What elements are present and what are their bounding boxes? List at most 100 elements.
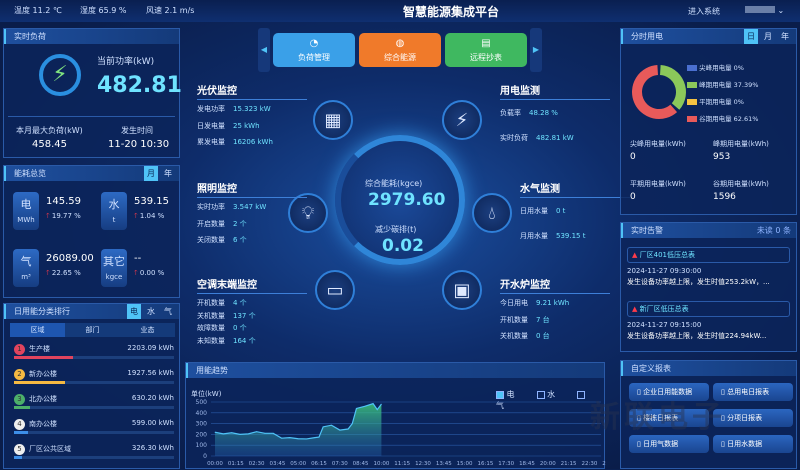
- pv-metric: 累发电量 16206 kWh: [197, 137, 273, 147]
- item-value: 599.00 kWh: [131, 419, 174, 427]
- list-item[interactable]: 1 生产楼 2203.09 kWh: [14, 344, 174, 360]
- metric-value: 6 个: [233, 236, 247, 244]
- solar-panel-icon[interactable]: ▦: [313, 100, 353, 140]
- report-button[interactable]: ▯ 企业日用能数据: [629, 383, 709, 401]
- air-conditioner-icon[interactable]: ▭: [315, 270, 355, 310]
- change-value: 19.77 %: [51, 212, 81, 220]
- legend-pct: 0%: [733, 64, 744, 72]
- donut-legend-item: 谷期用电量 62.61%: [687, 113, 758, 123]
- data-point: [247, 433, 249, 435]
- document-icon: ▯: [637, 414, 641, 422]
- list-item[interactable]: 3 北办公楼 630.20 kWh: [14, 394, 174, 410]
- nav-button-meter[interactable]: ▤ 远程抄表: [445, 33, 527, 67]
- tou-stat-value: 0: [630, 152, 636, 162]
- tab-water[interactable]: 水: [147, 307, 155, 316]
- tab-year[interactable]: 年: [164, 169, 172, 178]
- nav-prev-button[interactable]: ◀: [258, 28, 270, 72]
- legend-water-checkbox[interactable]: 水: [536, 390, 555, 399]
- time-value: 11-20 10:30: [108, 139, 170, 150]
- energy-unit: m³: [21, 273, 31, 281]
- legend-name: 平期用电量: [699, 98, 732, 106]
- x-tick-label: 07:30: [332, 461, 348, 467]
- lightbulb-icon[interactable]: 💡︎: [288, 193, 328, 233]
- energy-type: 水: [108, 198, 120, 211]
- subtab-area[interactable]: 区域: [10, 323, 65, 337]
- alert-item[interactable]: ▲ 厂区401低压总表 2024-11-27 09:30:00 发生设备功率越上限，…: [627, 247, 790, 287]
- list-item[interactable]: 2 新办公楼 1927.56 kWh: [14, 369, 174, 385]
- energy-change: 🡑 22.65 %: [46, 269, 81, 280]
- metric-label: 累发电量: [197, 138, 225, 146]
- time-label: 发生时间: [121, 126, 153, 135]
- title-text: 实时告警: [631, 226, 663, 235]
- panel-title: 用能趋势: [186, 363, 604, 378]
- ac-metric: 关机数量 137 个: [197, 311, 256, 321]
- nav-button-gauge[interactable]: ◔ 负荷管理: [273, 33, 355, 67]
- tou-stat-label: 峰期用电量(kWh): [713, 140, 769, 148]
- boiler-icon[interactable]: ▣: [442, 270, 482, 310]
- tab-day[interactable]: 日: [744, 29, 758, 44]
- tab-electric[interactable]: 电: [127, 304, 141, 319]
- power-section-title: 用电监测: [500, 82, 610, 100]
- legend-pct: 62.61%: [733, 115, 759, 123]
- time-of-use-panel: 分时用电 日月年 尖峰用电量 0% 峰期用电量 37.39% 平期用电量 0% …: [620, 28, 797, 215]
- avatar: [745, 6, 775, 13]
- x-tick-label: 01:15: [228, 461, 244, 467]
- data-point: [239, 434, 241, 435]
- document-icon: ▯: [637, 388, 641, 396]
- rank-badge: 5: [14, 444, 25, 455]
- list-item[interactable]: 5 厂区公共区域 326.30 kWh: [14, 444, 174, 460]
- report-button[interactable]: ▯ 总用电日报表: [713, 383, 793, 401]
- tab-year[interactable]: 年: [781, 32, 789, 41]
- lighting-metric: 关闭数量 6 个: [197, 235, 247, 245]
- metric-value: 48.28 %: [529, 109, 558, 117]
- water-drop-icon[interactable]: 💧︎: [472, 193, 512, 233]
- unread-count[interactable]: 未读 0 条: [756, 226, 791, 235]
- item-name: 新办公楼: [29, 370, 57, 378]
- tab-month[interactable]: 月: [764, 32, 772, 41]
- boiler-metric: 今日用电 9.21 kWh: [500, 298, 569, 308]
- item-value: 326.30 kWh: [131, 444, 174, 452]
- alert-source: ▲ 新厂区低压总表: [627, 301, 790, 317]
- nav-button-globe[interactable]: ◍ 综合能源: [359, 33, 441, 67]
- x-tick-label: 08:45: [353, 461, 369, 467]
- enter-system-link[interactable]: 进入系统: [688, 7, 720, 16]
- tab-gas[interactable]: 气: [164, 307, 172, 316]
- metric-label: 故障数量: [197, 324, 225, 332]
- legend-label: 气: [496, 401, 504, 410]
- data-point: [318, 436, 320, 438]
- donut-chart: [632, 65, 686, 119]
- report-button[interactable]: ▯ 分项日报表: [713, 409, 793, 427]
- list-item[interactable]: 4 南办公楼 599.00 kWh: [14, 419, 174, 435]
- arrow-up-icon: 🡑: [134, 212, 138, 220]
- energy-value: 145.59: [46, 196, 81, 207]
- subtab-department[interactable]: 部门: [85, 326, 100, 334]
- document-icon: ▯: [721, 440, 725, 448]
- lightning-icon[interactable]: ⚡: [442, 100, 482, 140]
- y-tick-label: 0: [203, 453, 207, 460]
- item-value: 630.20 kWh: [131, 394, 174, 402]
- report-button[interactable]: ▯ 楼栋日报表: [629, 409, 709, 427]
- legend-electric-checkbox[interactable]: 电: [496, 390, 515, 399]
- user-menu[interactable]: ⌄: [745, 6, 790, 15]
- alert-message: 发生设备功率越上限，发生时值253.2kW，...: [627, 278, 770, 286]
- metric-label: 开启数量: [197, 219, 225, 228]
- lighting-section-title: 照明监控: [197, 180, 307, 198]
- alert-time: 2024-11-27 09:15:00: [627, 321, 702, 329]
- energy-type-box: 气 m³: [13, 249, 39, 287]
- data-point: [347, 428, 349, 430]
- legend-pct: 37.39%: [733, 81, 759, 89]
- report-button[interactable]: ▯ 日用气数据: [629, 435, 709, 453]
- report-button[interactable]: ▯ 日用水数据: [713, 435, 793, 453]
- nav-next-button[interactable]: ▶: [530, 28, 542, 72]
- metric-value: 137 个: [233, 311, 256, 320]
- subtab-business[interactable]: 业态: [140, 326, 155, 334]
- legend-gas-checkbox[interactable]: 气: [496, 390, 586, 410]
- alert-item[interactable]: ▲ 新厂区低压总表 2024-11-27 09:15:00 发生设备功率越上限，发生…: [627, 301, 790, 341]
- tab-month[interactable]: 月: [144, 166, 158, 181]
- rank-badge: 3: [14, 394, 25, 405]
- x-tick-label: 16:15: [477, 461, 493, 467]
- x-tick-label: 15:00: [457, 461, 473, 467]
- metric-value: 4 个: [233, 299, 247, 307]
- button-label: 楼栋日报表: [643, 414, 679, 422]
- energy-value: 26089.00: [46, 253, 94, 264]
